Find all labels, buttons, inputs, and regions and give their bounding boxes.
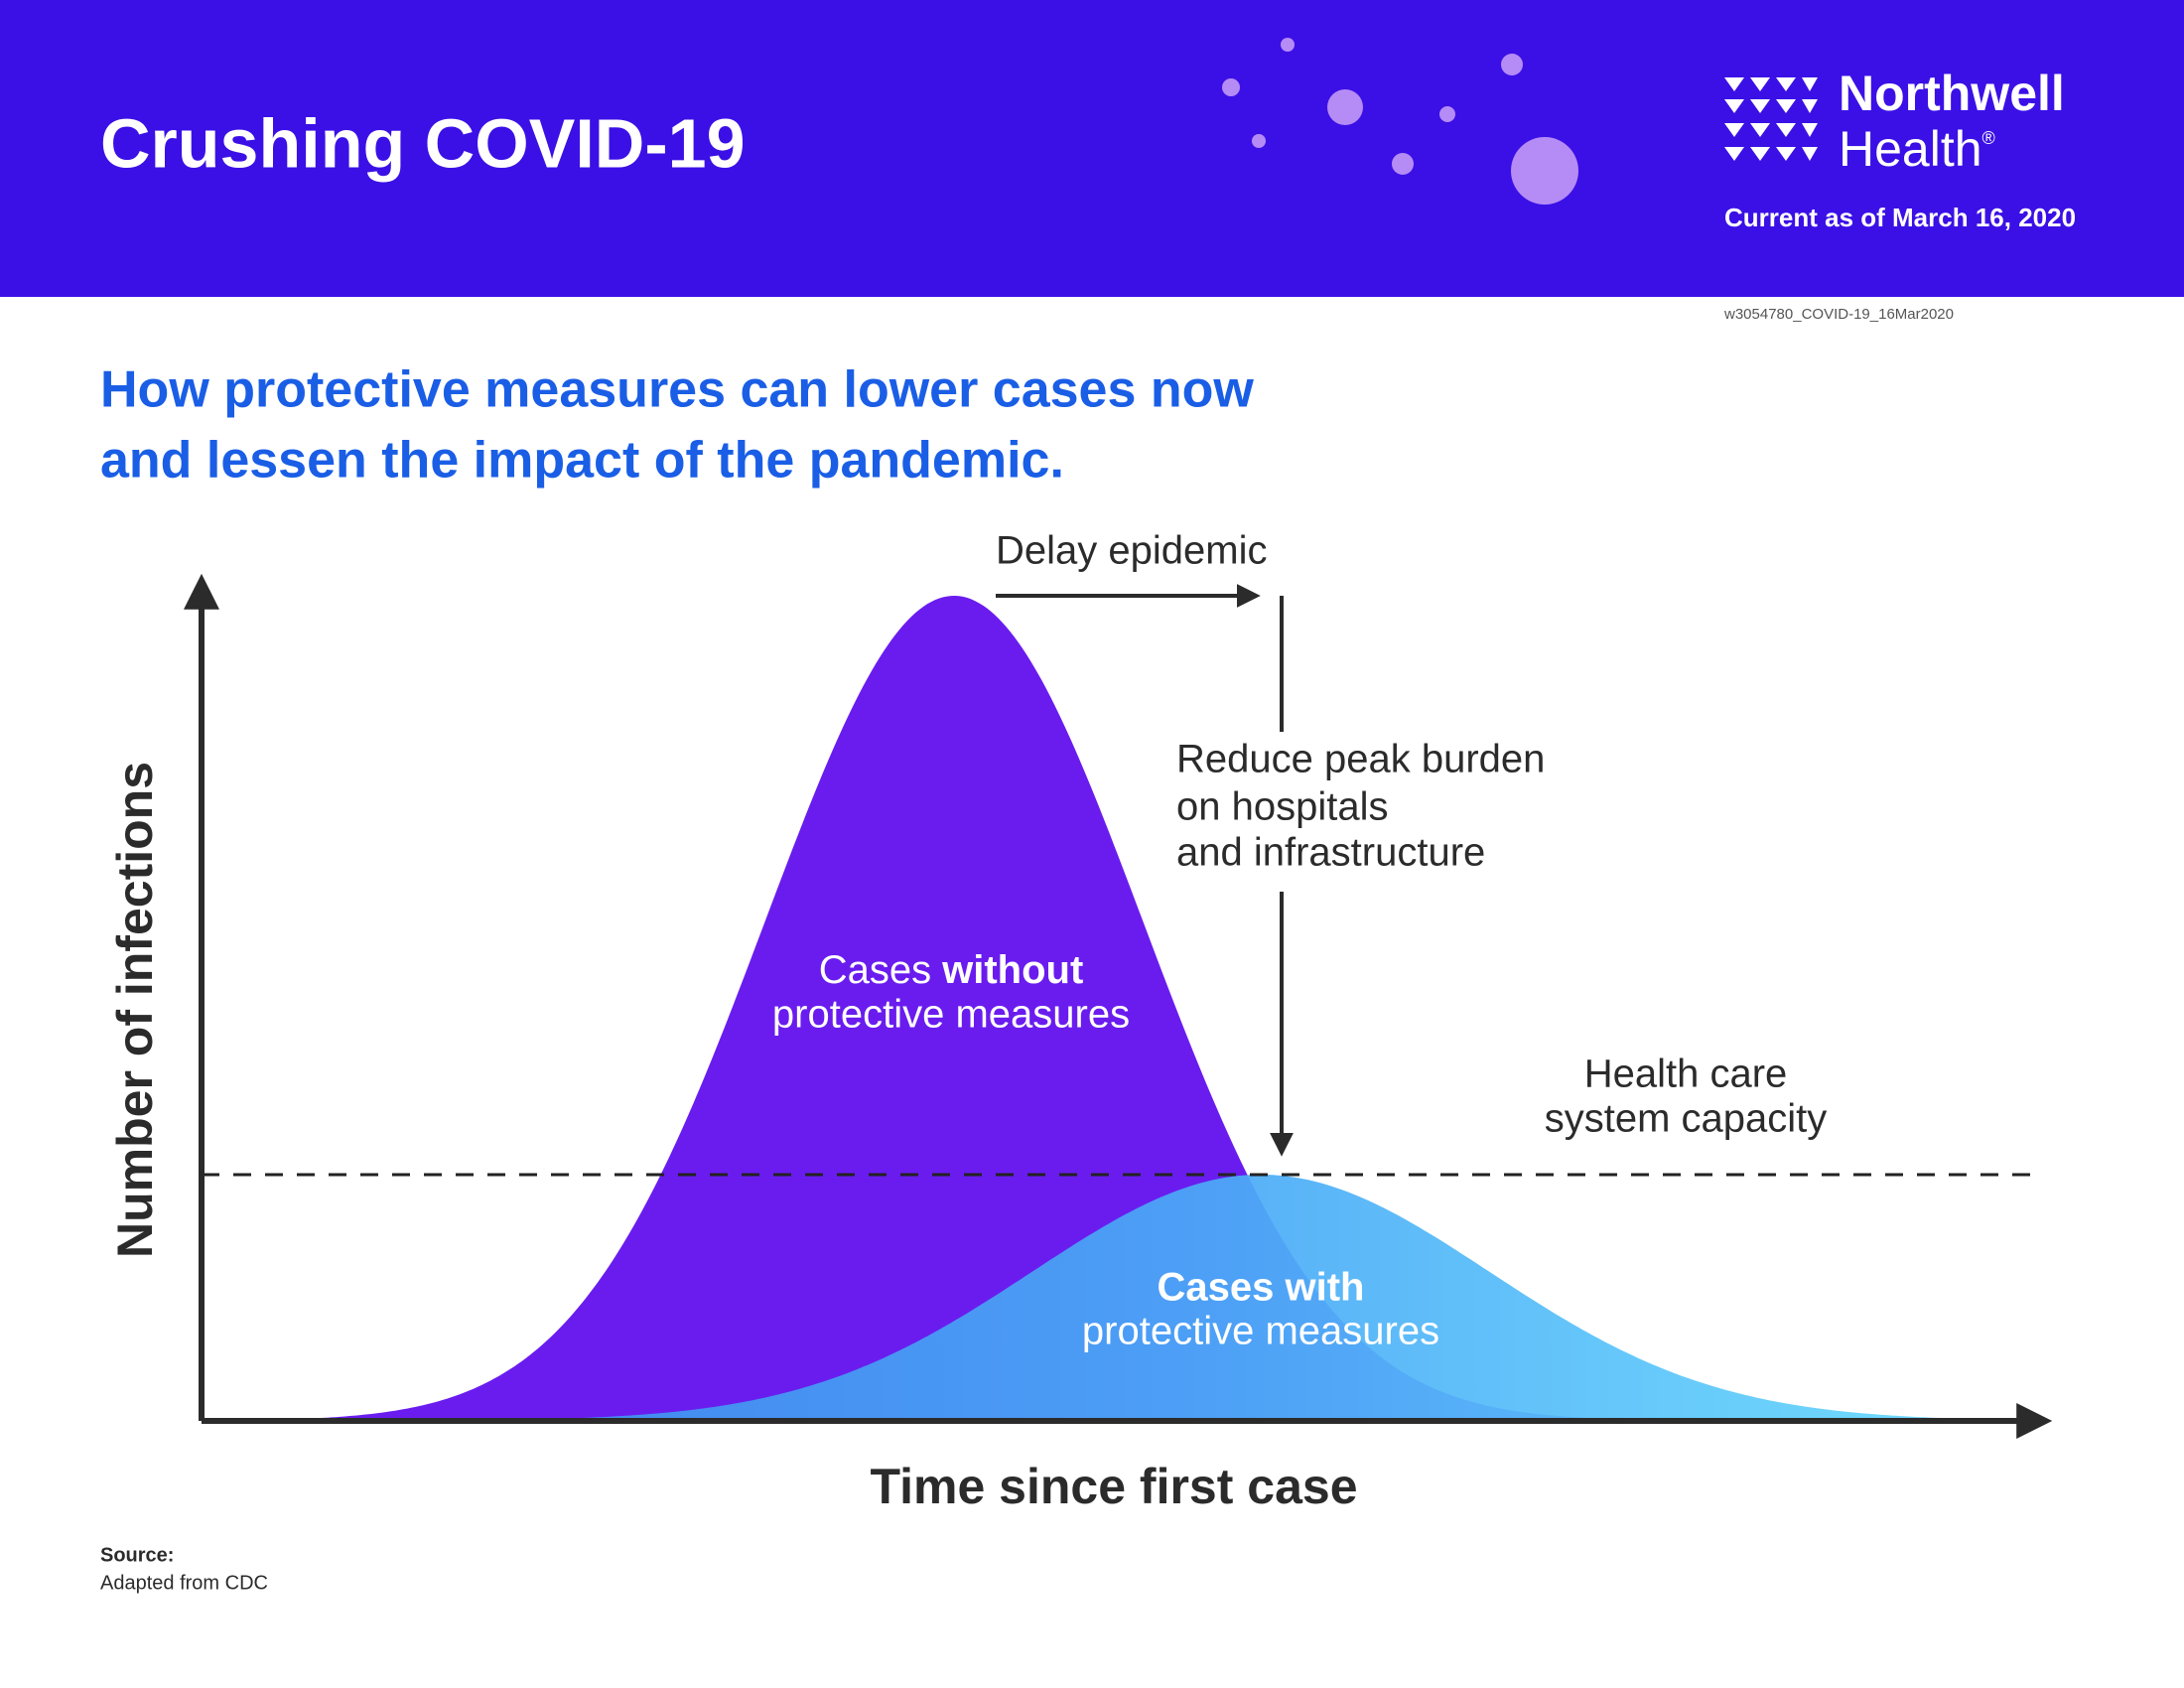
brand-sub-text: Health [1839,121,1982,177]
reduce-label: Reduce peak burden [1176,738,1545,781]
delay-label: Delay epidemic [996,529,1267,573]
x-axis-label: Time since first case [870,1459,1357,1514]
reduce-label: on hospitals [1176,785,1388,829]
brand-sub: Health® [1839,121,1995,177]
capacity-label: system capacity [1545,1097,1828,1141]
reduce-label: and infrastructure [1176,831,1485,875]
source-heading: Source: [100,1544,174,1566]
date: Current as of March 16, 2020 [1724,203,2076,232]
brand: Northwell [1839,66,2065,121]
curve-without-measures [205,596,1668,1421]
brand-mark: ® [1982,128,1995,148]
source-text: Adapted from CDC [100,1572,268,1594]
with-label: Cases with [1158,1266,1365,1310]
y-axis-label: Number of infections [107,762,163,1258]
without-label: Cases without [819,948,1084,992]
without-label-text: Cases [819,948,931,992]
subtitle-line: How protective measures can lower cases … [100,361,1254,419]
virus-icons [1222,38,1578,205]
title: Crushing COVID-19 [100,104,746,182]
curve-with-measures [205,1175,1966,1421]
code: w3054780_COVID-19_16Mar2020 [1723,306,1954,323]
capacity-label: Health care [1584,1053,1788,1096]
subtitle-line: and lessen the impact of the pandemic. [100,432,1064,490]
with-label: protective measures [1082,1310,1439,1353]
without-label-bold: without [941,948,1083,992]
header-band [0,0,2184,297]
logo-mark [1724,77,1818,161]
without-label: protective measures [772,993,1130,1037]
